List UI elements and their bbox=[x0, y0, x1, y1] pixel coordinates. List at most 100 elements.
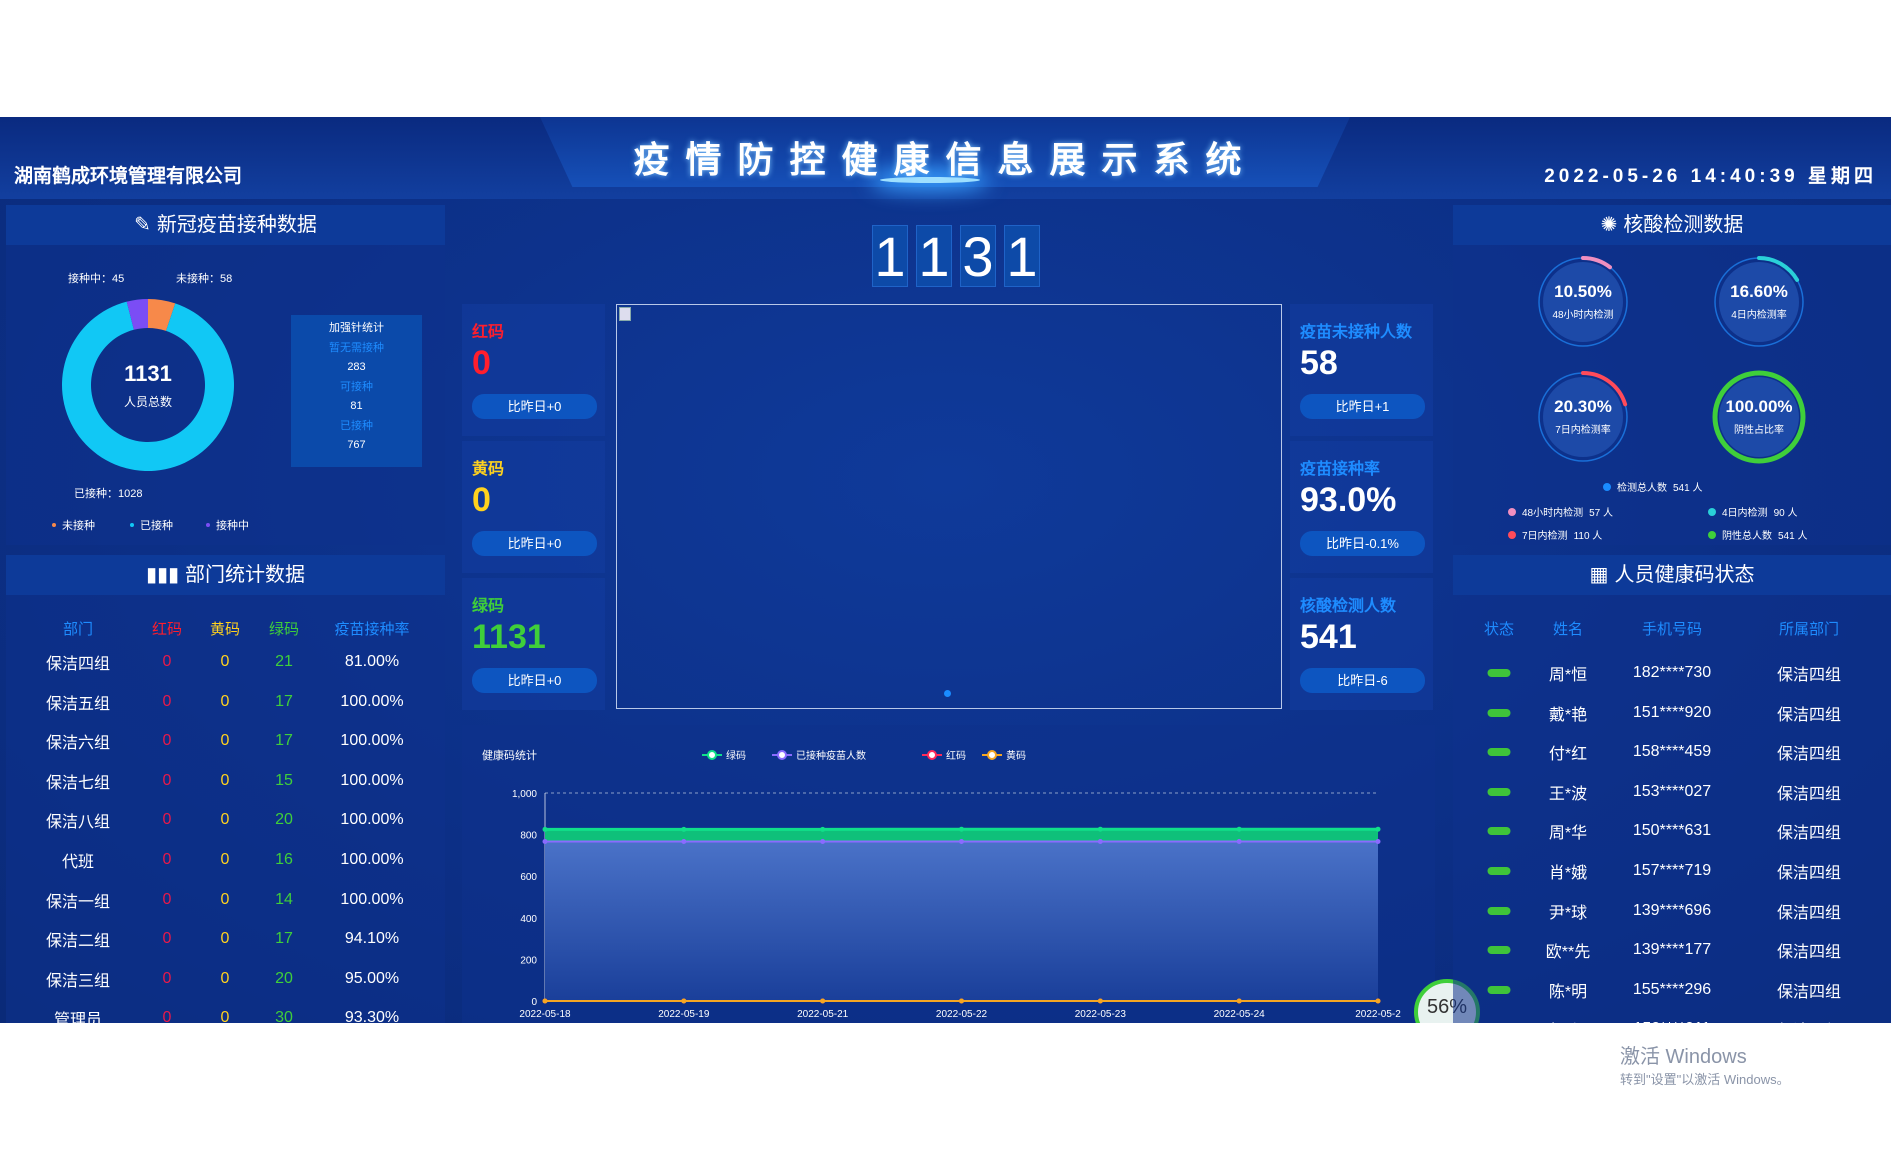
data-point[interactable] bbox=[681, 838, 687, 844]
data-point[interactable] bbox=[1375, 826, 1381, 832]
table-cell: 0 bbox=[220, 653, 230, 670]
table-cell: 20 bbox=[275, 969, 293, 987]
table-cell: 151****920 bbox=[1632, 703, 1712, 721]
data-point[interactable] bbox=[542, 998, 548, 1004]
nucleic-legend-item: 7日内检测 110 人 bbox=[1508, 527, 1602, 542]
data-point[interactable] bbox=[542, 838, 548, 844]
donut-label-inprogress: 接种中：45 bbox=[68, 273, 125, 285]
y-tick-label: 400 bbox=[520, 914, 537, 925]
booster-stats: 加强针统计 暂无需接种 283 可接种 81 已接种 767 bbox=[291, 315, 422, 467]
gauge-label: 48小时内检测 bbox=[1552, 310, 1614, 321]
table-cell: 保洁四组 bbox=[1776, 983, 1842, 1001]
legend-marker[interactable] bbox=[707, 750, 717, 760]
table-cell: 81.00% bbox=[344, 653, 400, 670]
table-cell: 93.30% bbox=[344, 1009, 400, 1023]
chart-title: 健康码统计 bbox=[482, 748, 537, 762]
table-cell: 管理员 bbox=[53, 1012, 103, 1023]
data-point[interactable] bbox=[1097, 826, 1103, 832]
y-tick-label: 0 bbox=[531, 997, 537, 1008]
table-cell: 100.00% bbox=[340, 890, 404, 908]
compare-badge: 比昨日+0 bbox=[472, 394, 597, 419]
stat-value: 1131 bbox=[472, 618, 546, 656]
data-point[interactable] bbox=[820, 826, 826, 832]
table-cell: 保洁四组 bbox=[1776, 785, 1842, 803]
gauge-value: 100.00% bbox=[1725, 397, 1793, 416]
column-header: 状态 bbox=[1483, 621, 1515, 638]
stat-card: 绿码 1131 比昨日+0 bbox=[462, 578, 605, 710]
column-header: 所属部门 bbox=[1778, 621, 1840, 638]
data-point[interactable] bbox=[1097, 998, 1103, 1004]
booster-title: 加强针统计 bbox=[329, 322, 384, 334]
stat-value: 93.0% bbox=[1300, 481, 1397, 519]
stat-card: 疫苗未接种人数 58 比昨日+1 bbox=[1290, 304, 1433, 436]
legend-label: 7日内检测 bbox=[1522, 531, 1568, 542]
donut-slice-未接种[interactable] bbox=[148, 299, 176, 331]
stat-label: 疫苗接种率 bbox=[1300, 461, 1381, 478]
table-cell: 0 bbox=[220, 930, 230, 948]
donut-slice-已接种[interactable] bbox=[61, 301, 234, 471]
x-tick-label: 2022-05-21 bbox=[797, 1009, 849, 1020]
header-glow bbox=[880, 177, 980, 183]
legend-marker[interactable] bbox=[927, 750, 937, 760]
legend-unvaccinated[interactable]: 未接种 bbox=[52, 517, 95, 533]
carousel-dot[interactable] bbox=[944, 690, 951, 697]
table-cell: 代班 bbox=[61, 854, 95, 871]
dashboard: 疫情防控健康信息展示系统 湖南鹤成环境管理有限公司 2022-05-26 14:… bbox=[0, 117, 1891, 1023]
data-point[interactable] bbox=[681, 826, 687, 832]
data-point[interactable] bbox=[1236, 998, 1242, 1004]
table-cell: 贺*辉 bbox=[1549, 1017, 1587, 1023]
legend-dot bbox=[1708, 507, 1716, 516]
donut-slice-接种中[interactable] bbox=[126, 299, 148, 330]
legend-value: 541 人 bbox=[1673, 483, 1703, 494]
table-cell: 0 bbox=[162, 771, 172, 789]
legend-marker[interactable] bbox=[777, 750, 787, 760]
data-point[interactable] bbox=[1236, 838, 1242, 844]
table-cell: 保洁五组 bbox=[1777, 1017, 1841, 1023]
table-cell: 0 bbox=[220, 732, 230, 750]
nucleic-legend-item: 阴性总人数 541 人 bbox=[1708, 527, 1807, 542]
counter-digit: 1 bbox=[916, 225, 952, 288]
data-point[interactable] bbox=[959, 838, 964, 844]
donut-total-label: 人员总数 bbox=[123, 395, 172, 409]
data-point[interactable] bbox=[1097, 838, 1103, 844]
legend-vaccinated[interactable]: 已接种 bbox=[130, 517, 173, 533]
table-cell: 保洁四组 bbox=[1776, 706, 1842, 724]
table-cell: 保洁四组 bbox=[1776, 825, 1842, 843]
vaccine-panel: ✎ 新冠疫苗接种数据 1131 人员总数 接种中：45 未接种：58 已接种：10… bbox=[6, 205, 445, 545]
watermark-line2: 转到"设置"以激活 Windows。 bbox=[1620, 1072, 1790, 1087]
gauge-ring bbox=[1713, 256, 1805, 348]
table-cell: 保洁五组 bbox=[45, 695, 111, 713]
legend-label: 黄码 bbox=[1006, 749, 1026, 762]
legend-marker[interactable] bbox=[987, 750, 997, 760]
column-header: 部门 bbox=[62, 621, 94, 638]
data-point[interactable] bbox=[959, 826, 964, 832]
data-point[interactable] bbox=[1375, 838, 1381, 844]
compare-badge: 比昨日+0 bbox=[472, 531, 597, 556]
table-cell: 153****027 bbox=[1632, 782, 1712, 800]
stat-card: 核酸检测人数 541 比昨日-6 bbox=[1290, 578, 1433, 710]
table-cell: 保洁四组 bbox=[1776, 746, 1842, 764]
column-header: 红码 bbox=[151, 621, 183, 638]
data-point[interactable] bbox=[1375, 998, 1381, 1004]
table-cell: 付*红 bbox=[1548, 746, 1588, 764]
table-cell: 保洁一组 bbox=[45, 893, 111, 911]
legend-label: 接种中 bbox=[216, 520, 249, 532]
gauge-ring bbox=[1537, 371, 1629, 463]
donut-total: 1131 bbox=[124, 361, 172, 386]
table-cell: 139****696 bbox=[1632, 901, 1712, 919]
data-point[interactable] bbox=[1236, 826, 1242, 832]
data-point[interactable] bbox=[681, 998, 687, 1004]
table-cell: 30 bbox=[275, 1009, 293, 1023]
data-point[interactable] bbox=[542, 826, 548, 832]
qr-code-icon: ▦ bbox=[1589, 564, 1609, 586]
data-point[interactable] bbox=[820, 838, 826, 844]
table-cell: 150****631 bbox=[1632, 822, 1712, 840]
gauge-label: 4日内检测率 bbox=[1731, 310, 1787, 321]
data-point[interactable] bbox=[959, 998, 964, 1004]
data-point[interactable] bbox=[820, 998, 826, 1004]
legend-label: 绿码 bbox=[726, 749, 746, 762]
legend-inprogress[interactable]: 接种中 bbox=[206, 517, 249, 533]
gauge-label: 7日内检测率 bbox=[1555, 425, 1611, 436]
legend-label: 已接种疫苗人数 bbox=[796, 749, 866, 762]
table-cell: 100.00% bbox=[340, 692, 404, 710]
